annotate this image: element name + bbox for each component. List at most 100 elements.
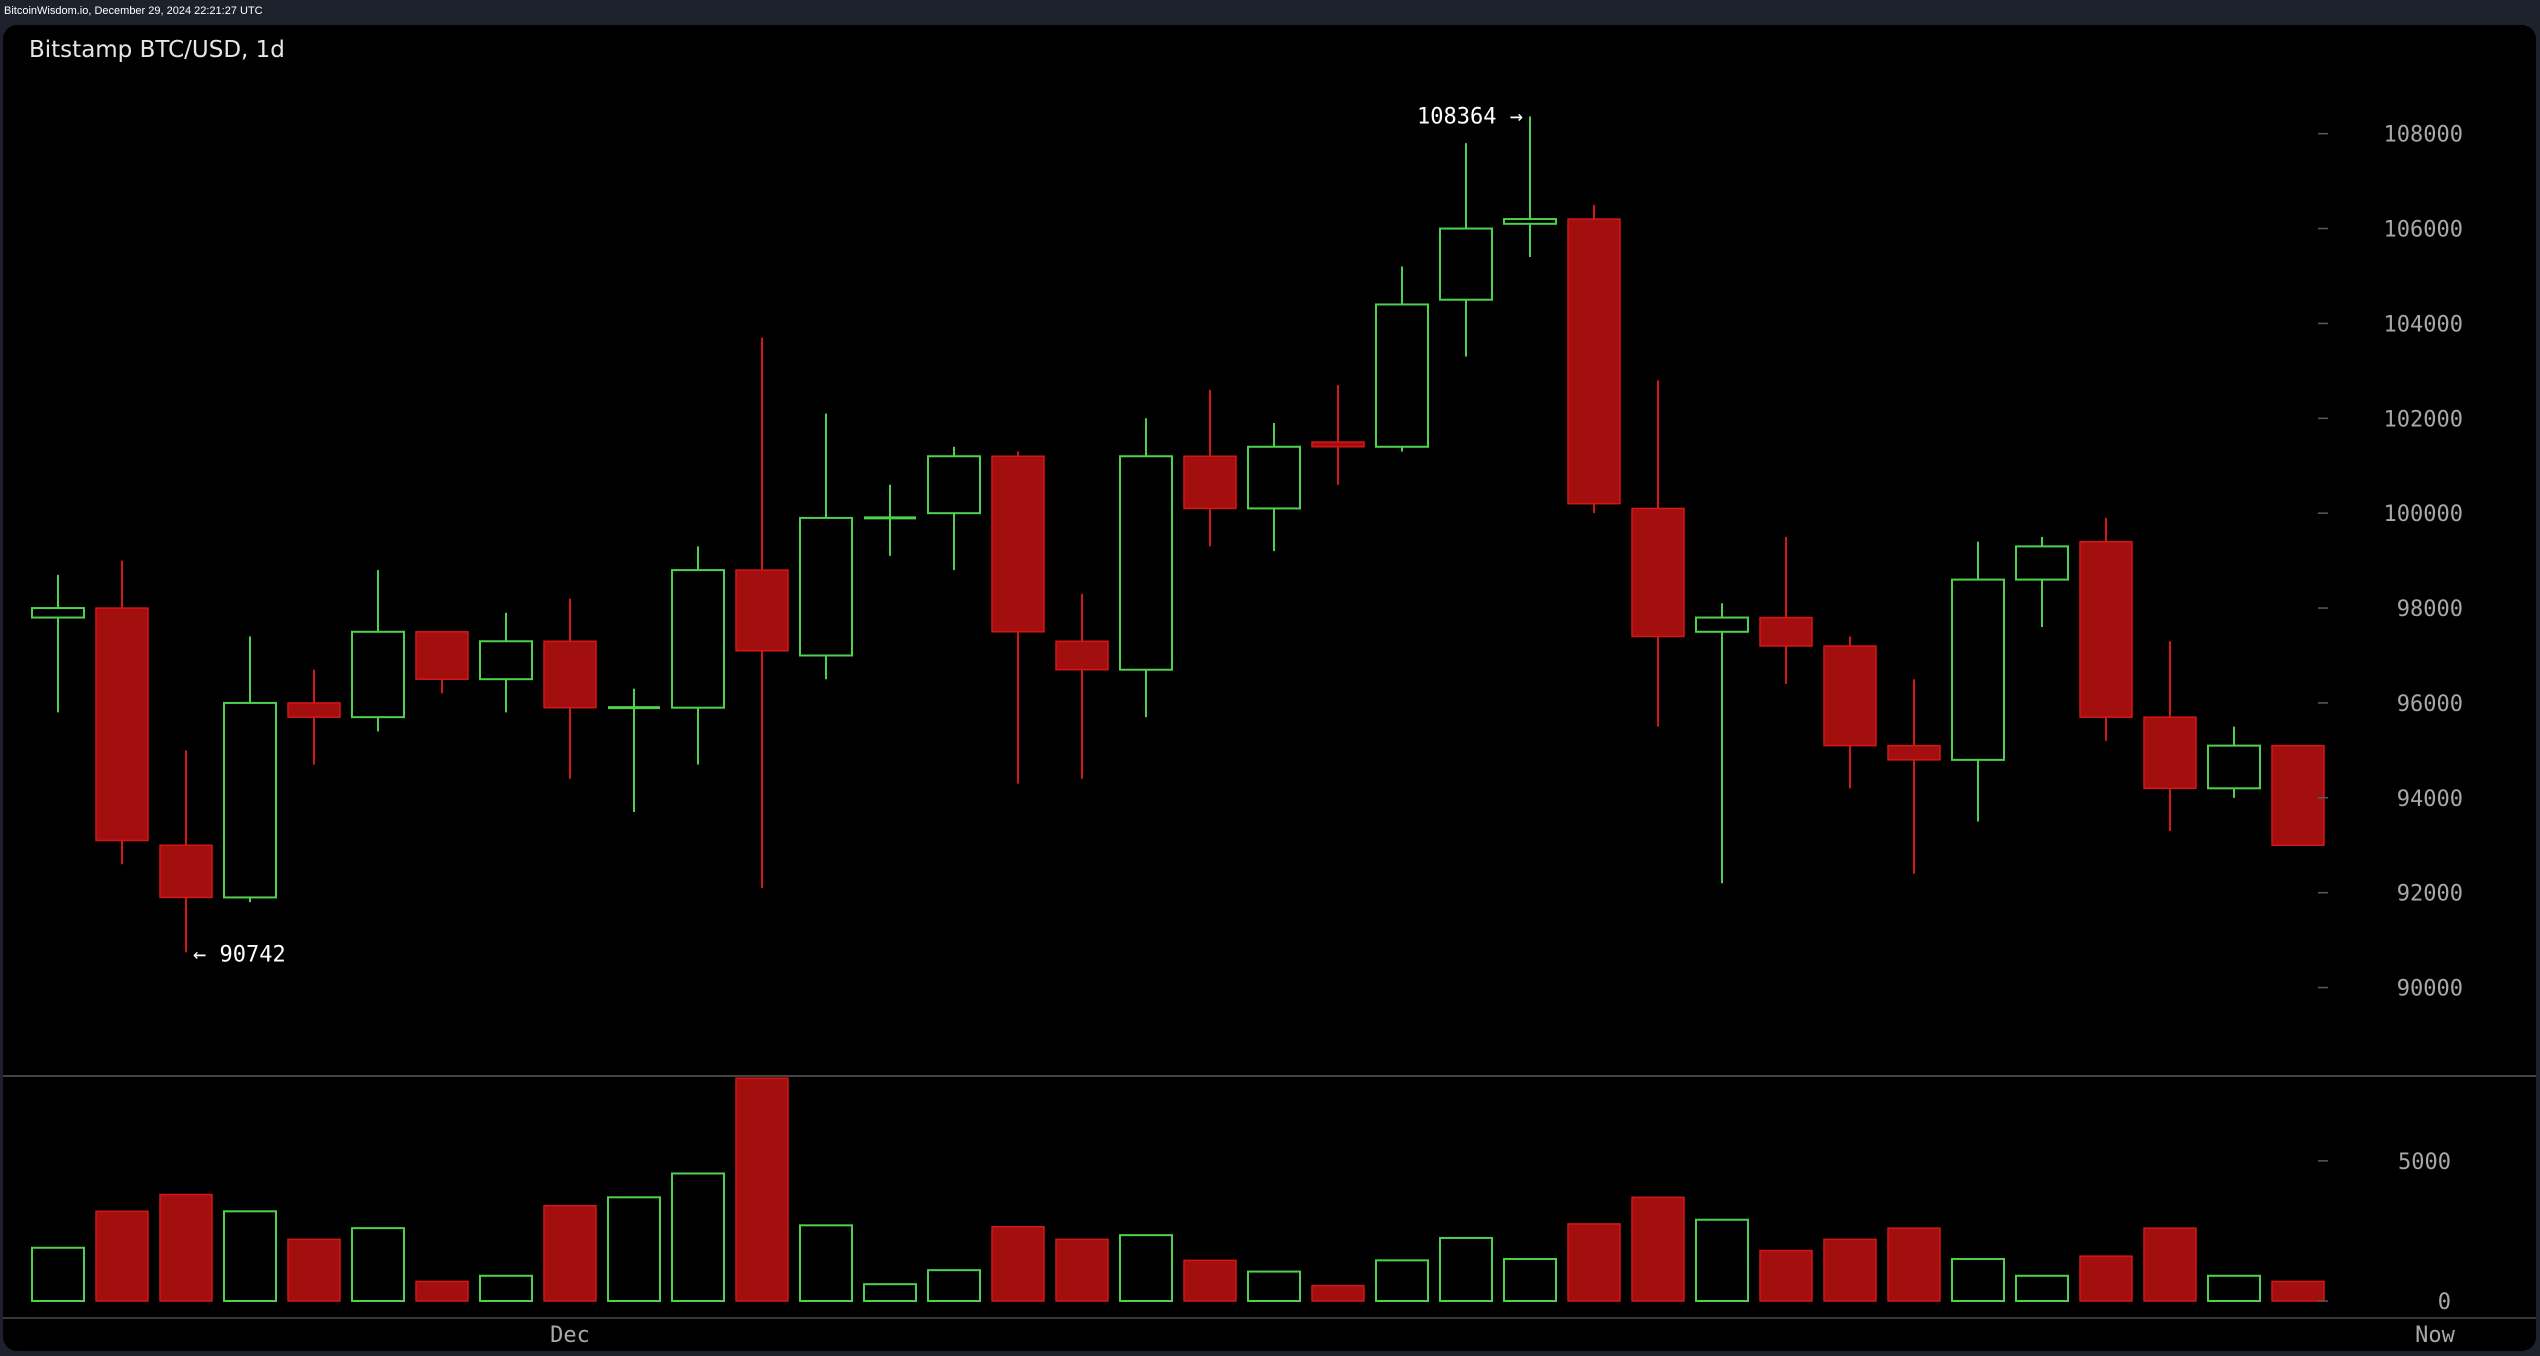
volume-bar: [1119, 1234, 1173, 1303]
volume-bar: [671, 1172, 725, 1302]
candle-body: [1823, 645, 1877, 747]
candle-body: [2207, 744, 2261, 790]
candle-body: [1439, 227, 1493, 301]
volume-bar: [543, 1204, 597, 1302]
high-annotation: 108364 →: [1417, 104, 1523, 129]
candle-body: [2271, 744, 2325, 846]
candle: [543, 598, 597, 779]
chart-panel[interactable]: 90000 92000 94000 96000 98000 100000 102000 104…: [3, 25, 2536, 1351]
candle: [1055, 593, 1109, 779]
candle: [1439, 143, 1493, 357]
price-tick-label: 100000: [2384, 502, 2463, 527]
candle: [2015, 536, 2069, 628]
candle-body: [351, 630, 405, 719]
volume-bar: [1247, 1270, 1301, 1303]
volume-bar: [1631, 1196, 1685, 1302]
time-label: Dec: [550, 1323, 590, 1348]
candle: [2079, 517, 2133, 741]
volume-bar: [223, 1210, 277, 1303]
volume-bar: [351, 1227, 405, 1303]
volume-bar: [1567, 1223, 1621, 1302]
candle: [1503, 116, 1557, 258]
volume-bar: [607, 1196, 661, 1302]
candle: [415, 631, 469, 694]
candle: [1631, 380, 1685, 727]
volume-bar: [1823, 1238, 1877, 1302]
candle-body: [1311, 441, 1365, 448]
volume-tick-label: 0: [2438, 1290, 2451, 1315]
candle: [991, 451, 1045, 784]
volume-bar: [1183, 1259, 1237, 1302]
price-tick-label: 106000: [2384, 218, 2463, 243]
candle-body: [1887, 744, 1941, 761]
candle: [1311, 385, 1365, 485]
candle: [1567, 204, 1621, 514]
candle-body: [1119, 455, 1173, 671]
volume-bar: [415, 1280, 469, 1302]
volume-bar: [799, 1224, 853, 1303]
candle: [927, 446, 981, 571]
top-status-bar: BitcoinWisdom.io, December 29, 2024 22:2…: [0, 0, 2540, 24]
candlestick-chart[interactable]: 90000 92000 94000 96000 98000 100000 102000 104…: [3, 25, 2536, 1351]
volume-bar: [2079, 1255, 2133, 1302]
candle: [479, 612, 533, 713]
candle-body: [287, 702, 341, 718]
candle-body: [223, 701, 277, 899]
volume-bar: [991, 1225, 1045, 1302]
volume-bar: [2207, 1274, 2261, 1303]
price-tick-label: 104000: [2384, 312, 2463, 337]
candle: [608, 688, 660, 813]
volume-bar: [1503, 1257, 1557, 1303]
candle: [287, 669, 341, 765]
volume-bar: [95, 1210, 149, 1302]
candle-body: [95, 607, 149, 842]
volume-bar: [1055, 1238, 1109, 1302]
candle: [159, 750, 213, 953]
price-tick-label: 90000: [2397, 977, 2463, 1002]
candle: [1695, 603, 1749, 884]
candle: [95, 560, 149, 865]
candle-body: [2079, 540, 2133, 718]
volume-bar: [479, 1274, 533, 1303]
volume-bar: [2143, 1227, 2197, 1302]
candle-body: [1375, 303, 1429, 448]
candle-body: [2143, 716, 2197, 790]
volume-bar: [2015, 1274, 2069, 1303]
candle: [2271, 744, 2325, 846]
volume-bar: [735, 1077, 789, 1302]
price-tick-label: 96000: [2397, 692, 2463, 717]
volume-bar: [159, 1193, 213, 1302]
candle-body: [991, 455, 1045, 633]
candle-body: [2015, 545, 2069, 581]
candle-body: [735, 569, 789, 652]
volume-tick-label: 5000: [2398, 1150, 2451, 1175]
volume-bar: [1951, 1257, 2005, 1303]
candle-body: [1055, 640, 1109, 671]
candle: [735, 337, 789, 888]
volume-bar: [1759, 1249, 1813, 1302]
candle-body: [159, 844, 213, 899]
candle: [1119, 418, 1173, 718]
time-label: Now: [2415, 1323, 2455, 1348]
candle-body: [927, 455, 981, 515]
candle-body: [1759, 616, 1813, 647]
candle: [31, 574, 85, 713]
candle-body: [671, 569, 725, 709]
price-tick-label: 92000: [2397, 882, 2463, 907]
volume-bar: [927, 1269, 981, 1302]
volume-bar: [1695, 1218, 1749, 1302]
candle-body: [415, 631, 469, 680]
candle: [1375, 266, 1429, 452]
price-tick-label: 108000: [2384, 123, 2463, 148]
volume-bar: [1311, 1284, 1365, 1302]
volume-bar: [1887, 1227, 1941, 1302]
price-tick-label: 94000: [2397, 787, 2463, 812]
candle-body: [1695, 616, 1749, 633]
candle-body: [799, 516, 853, 657]
candle: [1887, 679, 1941, 874]
low-annotation: ← 90742: [193, 942, 286, 967]
candle: [2207, 726, 2261, 798]
candle-body: [479, 640, 533, 681]
candle-body: [1247, 445, 1301, 510]
candle: [1183, 389, 1237, 547]
